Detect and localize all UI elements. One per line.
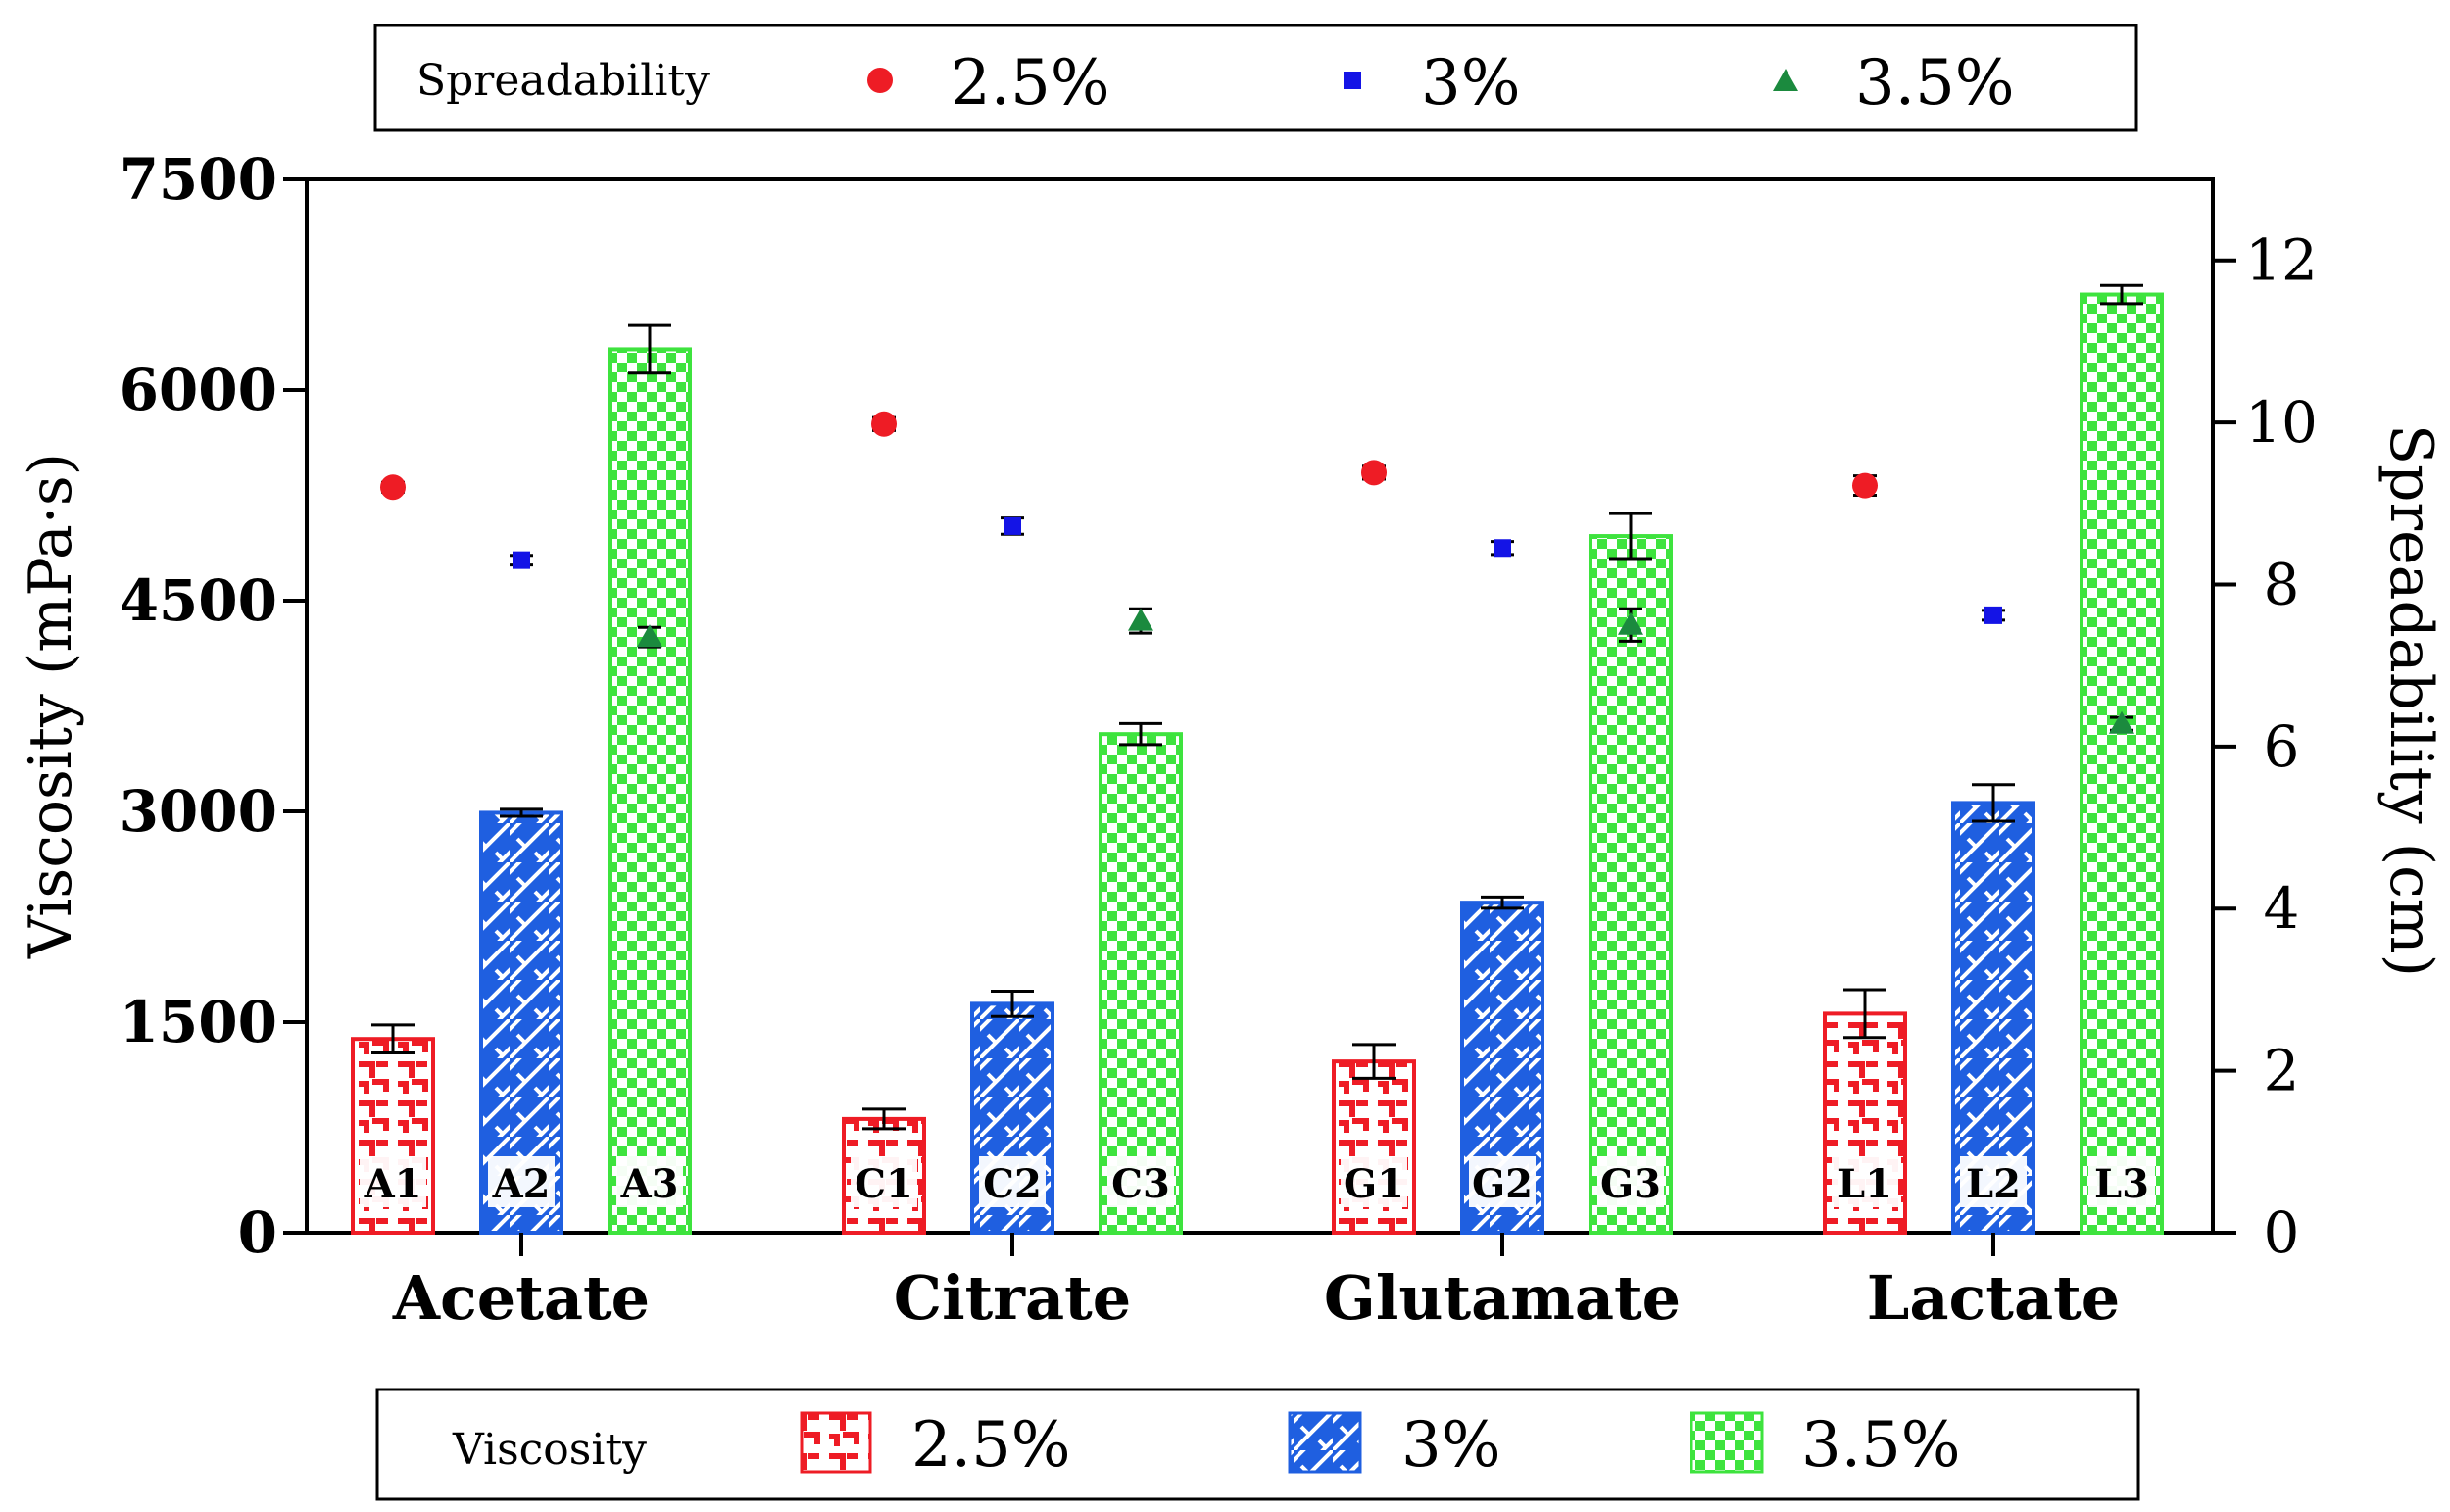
right-axis: 0 2 4 6 8 10 12 [2213,227,2318,1266]
spreadability-point-c3 [1128,607,1153,635]
svg-text:L2: L2 [1966,1161,2021,1207]
legend-viscosity-item-2: 3% [1401,1409,1501,1482]
right-tick-label: 10 [2245,389,2318,456]
bar-label: C1 [851,1156,917,1207]
spreadability-point-l2 [1982,606,2005,624]
bar-label: L2 [1960,1156,2027,1207]
bar-error-bar [1843,988,1886,1040]
right-tick-label: 8 [2264,551,2300,617]
legend-spreadability-item-2: 3% [1421,47,1521,120]
svg-text:G2: G2 [1472,1161,1533,1207]
legend-spreadability-box [373,24,2138,132]
bar-error-bar [1352,1043,1396,1080]
spreadability-point-c1 [871,411,897,437]
legend-spreadability-item-3: 3.5% [1855,47,2015,120]
bar-error-bar [862,1107,906,1131]
legend-spreadability-title: Spreadability [416,56,710,106]
bar-error-bar [991,989,1034,1018]
right-tick-label: 0 [2264,1199,2300,1266]
bar-label: A2 [488,1156,555,1207]
left-tick-label: 7500 [120,146,277,213]
spreadability-point-c2 [1001,516,1024,536]
bar-l3 [2080,292,2164,1235]
svg-text:G3: G3 [1600,1161,1661,1207]
legend-spreadability-item-1: 2.5% [951,47,1110,120]
svg-text:C2: C2 [983,1161,1042,1207]
legend-viscosity-box [375,1388,2140,1501]
svg-text:C3: C3 [1111,1161,1170,1207]
svg-text:L1: L1 [1838,1161,1892,1207]
right-axis-label: Spreadability (cm) [2376,424,2445,977]
spreadability-point-a3 [637,624,662,649]
bars: A1 C1 G1 L1 A2 C2 G2 L2 A3 C3 G3 L3 [351,283,2164,1236]
legend-marker-triangle-icon [1773,69,1798,91]
spreadability-point-a2 [510,551,533,569]
bar-error-bar [1119,721,1162,747]
bar-label: A3 [616,1156,683,1207]
svg-text:C1: C1 [855,1161,913,1207]
bar-error-bar [371,1023,415,1055]
left-axis-label: Viscosity (mPa·s) [17,453,85,959]
spreadability-points [380,411,2134,734]
spreadability-point-g2 [1491,539,1514,558]
bar-error-bar [1609,512,1652,561]
category-label-lactate: Lactate [1867,1262,2120,1334]
legend-swatch-brick-icon [800,1411,872,1474]
legend-viscosity-title: Viscosity [452,1425,647,1475]
left-tick-label: 6000 [120,357,277,423]
bar-label: G2 [1469,1156,1536,1207]
bar-label: G3 [1597,1156,1664,1207]
category-label-acetate: Acetate [392,1262,650,1334]
right-tick-label: 2 [2264,1038,2300,1104]
svg-text:A3: A3 [620,1161,679,1207]
legend-swatch-diag-icon [1288,1411,1362,1474]
legend-marker-circle-icon [867,68,893,93]
spreadability-point-g3 [1618,607,1643,643]
plot-frame [305,177,2215,1235]
bar-g3 [1589,534,1673,1235]
bar-label: A1 [360,1156,426,1207]
legend-viscosity-item-1: 2.5% [911,1409,1071,1482]
bar-error-bar [1481,895,1524,910]
svg-text:A1: A1 [364,1161,422,1207]
bar-a3 [608,347,692,1235]
spreadability-point-a1 [380,474,406,501]
bar-error-bar [628,323,671,375]
legend-viscosity-item-3: 3.5% [1801,1409,1961,1482]
bar-label: L1 [1832,1156,1898,1207]
right-tick-label: 6 [2264,713,2300,780]
bar-label: L3 [2088,1156,2155,1207]
category-label-citrate: Citrate [894,1262,1131,1334]
left-tick-label: 3000 [120,778,277,845]
legend-marker-square-icon [1344,72,1361,89]
spreadability-point-g1 [1361,460,1387,486]
bar-error-bar [2100,283,2143,306]
category-label-glutamate: Glutamate [1324,1262,1681,1334]
bar-label: C3 [1107,1156,1174,1207]
bar-error-bar [500,807,543,818]
legend-spreadability: Spreadability 2.5% 3% 3.5% [373,24,2138,132]
svg-text:L3: L3 [2094,1161,2149,1207]
left-tick-label: 4500 [120,567,277,634]
bar-label: C2 [979,1156,1046,1207]
left-axis: 0 1500 3000 4500 6000 7500 [120,146,307,1266]
left-tick-label: 1500 [120,989,277,1055]
spreadability-point-l1 [1852,472,1878,499]
svg-text:A2: A2 [492,1161,551,1207]
category-labels: Acetate Citrate Glutamate Lactate [392,1233,2120,1334]
legend-swatch-checker-icon [1690,1411,1764,1474]
right-tick-label: 4 [2264,875,2300,942]
svg-text:G1: G1 [1344,1161,1404,1207]
bar-error-bar [1972,783,2015,823]
bar-label: G1 [1341,1156,1407,1207]
legend-viscosity: Viscosity 2.5% 3% 3.5% [375,1388,2140,1501]
left-tick-label: 0 [238,1199,277,1266]
spreadability-point-l3 [2109,710,2134,734]
right-tick-label: 12 [2245,227,2318,294]
